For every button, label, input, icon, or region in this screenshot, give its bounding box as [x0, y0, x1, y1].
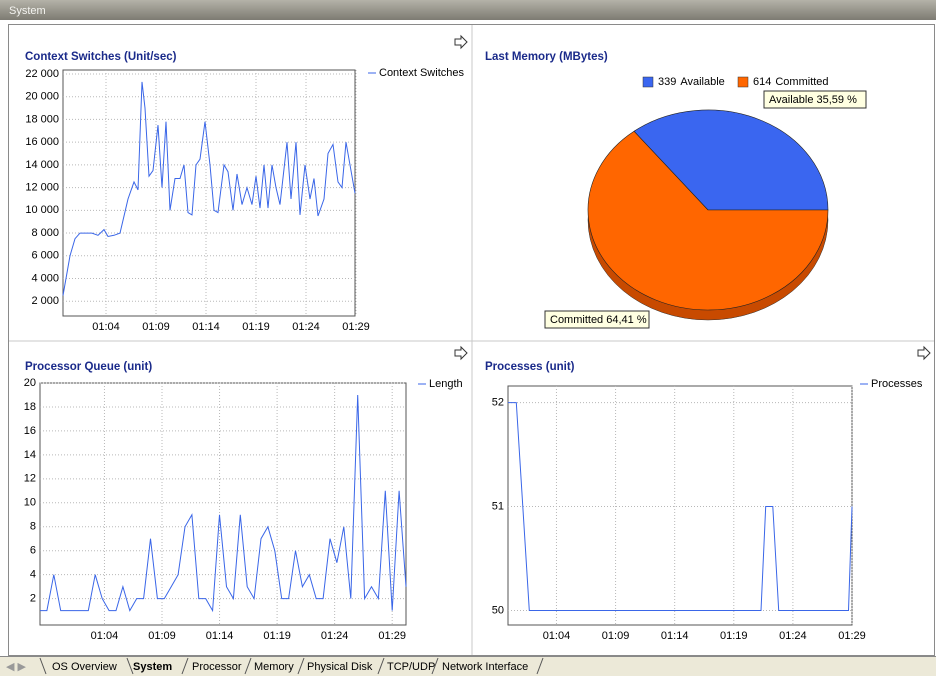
legend-label: 614 Committed	[753, 76, 829, 88]
series-line	[508, 402, 853, 611]
legend-name: Committed	[775, 76, 828, 88]
x-tick-label: 01:14	[206, 630, 234, 642]
x-tick-label: 01:19	[242, 321, 270, 333]
x-tick-label: 01:29	[342, 321, 370, 333]
y-tick-label: 4	[30, 569, 36, 581]
legend-label: Length	[429, 378, 463, 390]
chart-title: Processes (unit)	[485, 361, 575, 373]
y-tick-label: 8	[30, 521, 36, 533]
legend-name: Available	[680, 76, 724, 88]
y-tick-label: 16 000	[25, 136, 59, 148]
y-tick-label: 4 000	[31, 272, 59, 284]
y-tick-label: 20	[24, 377, 36, 389]
y-tick-label: 16	[24, 425, 36, 437]
content-frame	[8, 24, 935, 656]
y-tick-label: 10 000	[25, 204, 59, 216]
x-tick-label: 01:24	[321, 630, 349, 642]
tabs: OS Overview System Processor Memory Phys…	[39, 657, 544, 675]
chart-title: Last Memory (MBytes)	[485, 51, 608, 63]
x-tick-label: 01:24	[292, 321, 320, 333]
series-line	[62, 81, 356, 296]
x-tick-label: 01:04	[92, 321, 120, 333]
x-tick-label: 01:29	[378, 630, 406, 642]
y-tick-label: 20 000	[25, 91, 59, 103]
x-tick-label: 01:24	[779, 630, 807, 642]
pie-slice	[587, 130, 829, 311]
tab[interactable]: Network Interface	[442, 661, 528, 673]
title-bar	[0, 0, 936, 20]
series-line	[40, 394, 407, 613]
y-tick-label: 2 000	[31, 295, 59, 307]
x-tick-label: 01:14	[661, 630, 689, 642]
legend-swatch	[642, 76, 654, 88]
tab[interactable]: Processor	[192, 661, 242, 673]
y-tick-label: 51	[492, 500, 504, 512]
export-icon[interactable]	[917, 345, 931, 361]
y-tick-label: 22 000	[25, 68, 59, 80]
x-tick-label: 01:14	[192, 321, 220, 333]
y-tick-label: 18	[24, 401, 36, 413]
tab-separators	[39, 657, 544, 675]
chart-title: Context Switches (Unit/sec)	[25, 51, 177, 63]
export-icons[interactable]	[454, 34, 931, 361]
tooltip-box	[544, 310, 650, 329]
y-tick-label: 6	[30, 545, 36, 557]
legend-swatch	[737, 76, 749, 88]
x-tick-label: 01:09	[148, 630, 176, 642]
y-tick-label: 52	[492, 397, 504, 409]
y-tick-label: 6 000	[31, 250, 59, 262]
y-tick-label: 12 000	[25, 182, 59, 194]
pie-slice	[633, 109, 829, 211]
export-icon[interactable]	[454, 345, 468, 361]
tooltip-text: Committed 64,41 %	[550, 314, 647, 326]
tab[interactable]: Physical Disk	[307, 661, 373, 673]
x-tick-label: 01:09	[602, 630, 630, 642]
plot-area	[507, 385, 853, 626]
y-tick-label: 10	[24, 497, 36, 509]
y-tick-label: 12	[24, 473, 36, 485]
tooltip-text: Available 35,59 %	[769, 94, 857, 106]
legend-value: 614	[753, 76, 771, 88]
tab[interactable]: Memory	[254, 661, 294, 673]
y-tick-label: 50	[492, 604, 504, 616]
legend-label: Processes	[871, 378, 923, 390]
tab-scroll[interactable]: ◀ ▶	[6, 661, 27, 673]
x-tick-label: 01:04	[91, 630, 119, 642]
window-title: System	[9, 5, 46, 17]
tab-active[interactable]: System	[133, 661, 172, 673]
legend-value: 339	[658, 76, 676, 88]
x-tick-label: 01:04	[543, 630, 571, 642]
y-tick-label: 14	[24, 449, 36, 461]
tooltip-box	[763, 90, 867, 109]
chart-title: Processor Queue (unit)	[25, 361, 152, 373]
y-tick-label: 14 000	[25, 159, 59, 171]
y-tick-label: 8 000	[31, 227, 59, 239]
plot-area	[39, 382, 407, 626]
x-tick-label: 01:19	[720, 630, 748, 642]
y-tick-label: 18 000	[25, 113, 59, 125]
x-tick-label: 01:19	[263, 630, 291, 642]
export-icon[interactable]	[454, 34, 468, 50]
tab[interactable]: OS Overview	[52, 661, 117, 673]
x-tick-label: 01:29	[838, 630, 866, 642]
legend-label: 339 Available	[658, 76, 725, 88]
tab-bar	[0, 656, 936, 676]
tab[interactable]: TCP/UDP	[387, 661, 435, 673]
x-tick-label: 01:09	[142, 321, 170, 333]
legend-label: Context Switches	[379, 67, 464, 79]
y-tick-label: 2	[30, 593, 36, 605]
